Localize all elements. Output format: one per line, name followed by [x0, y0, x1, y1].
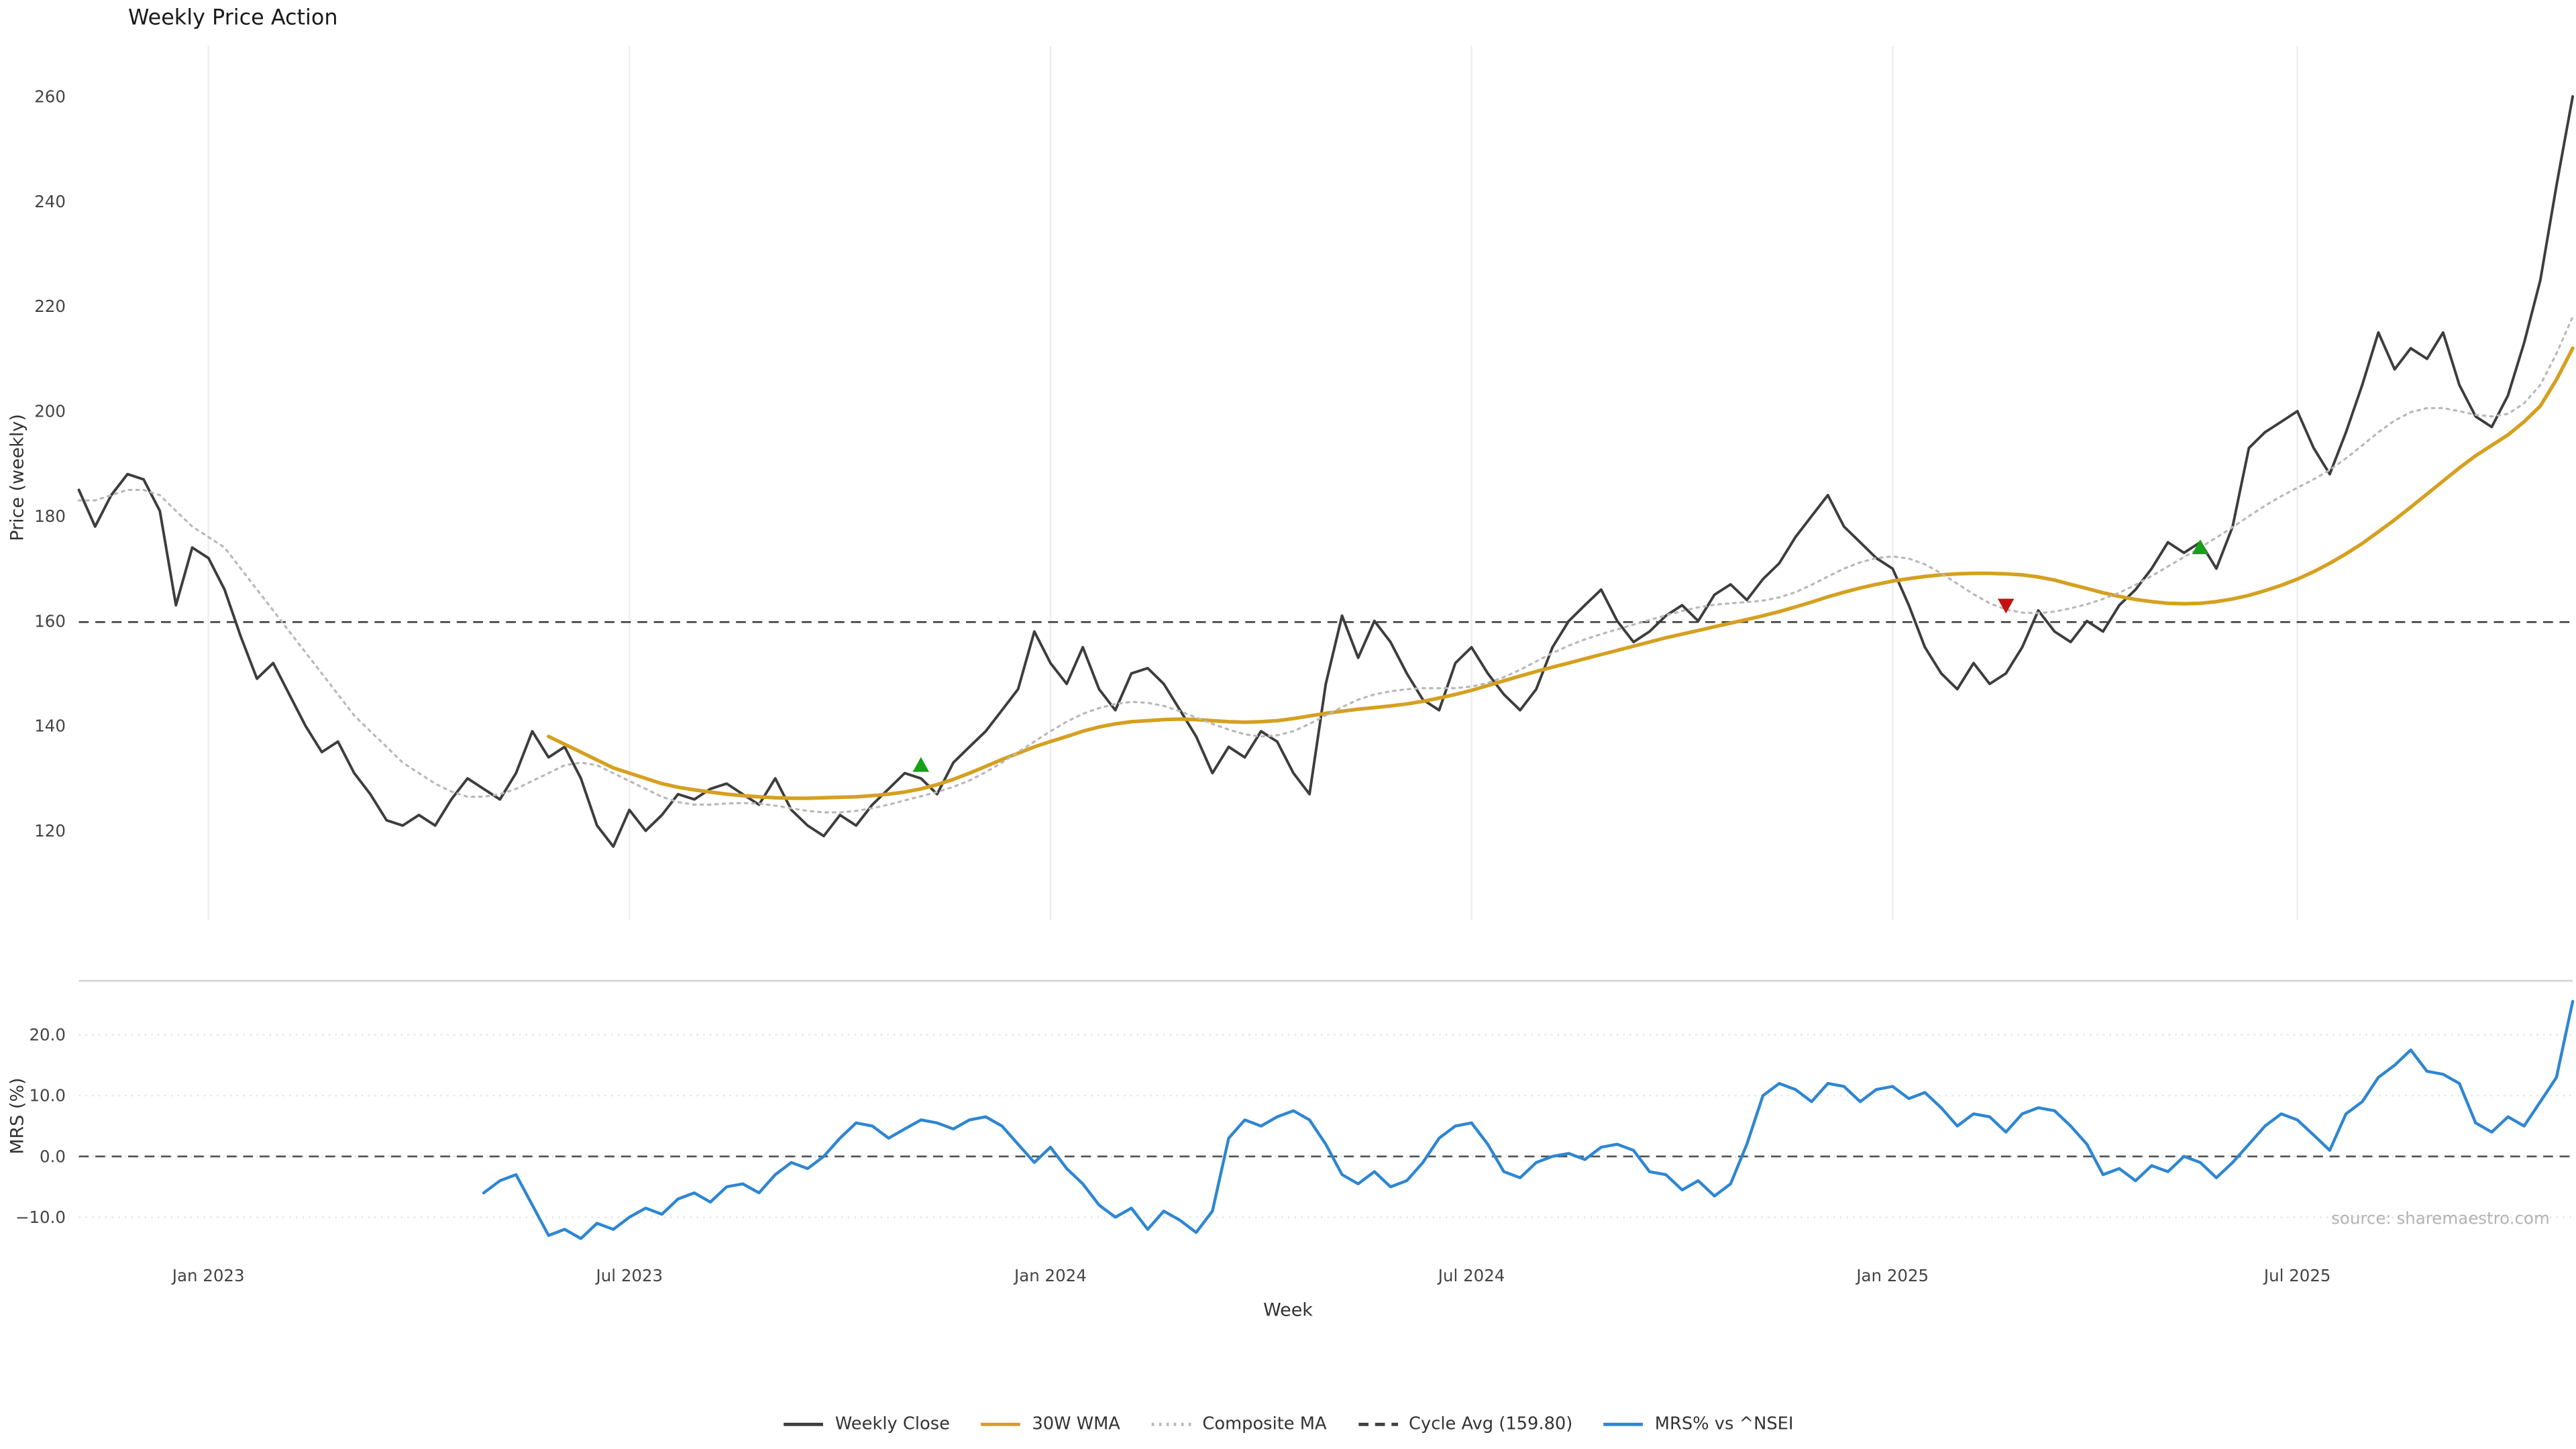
legend-label: 30W WMA [1032, 1414, 1120, 1434]
legend: Weekly Close 30W WMA Composite MA Cycle Avg… [0, 1415, 2576, 1434]
legend-item: MRS% vs ^NSEI [1602, 1415, 1793, 1434]
series-weekly-close [77, 95, 2575, 848]
y-tick-label: 200 [34, 402, 66, 421]
series-mrs-vs-nsei [482, 1000, 2575, 1240]
source-credit: source: sharemaestro.com [2331, 1210, 2550, 1229]
legend-label: Composite MA [1202, 1414, 1327, 1434]
x-axis-label: Week [1263, 1299, 1313, 1321]
legend-item: 30W WMA [979, 1415, 1120, 1434]
mrs-axis-label: MRS (%) [6, 1077, 28, 1155]
legend-label: Cycle Avg (159.80) [1409, 1414, 1573, 1434]
y-tick-label: 20.0 [29, 1025, 65, 1044]
x-tick-label: Jul 2023 [595, 1266, 663, 1285]
y-tick-label: 180 [34, 506, 66, 526]
chart-title: Weekly Price Action [128, 6, 338, 32]
series-30w-wma [547, 346, 2575, 800]
x-tick-label: Jul 2024 [1437, 1266, 1505, 1285]
legend-label: Weekly Close [835, 1414, 950, 1434]
y-tick-label: 10.0 [29, 1086, 65, 1106]
legend-item: Cycle Avg (159.80) [1356, 1414, 1573, 1434]
legend-swatch-line [1358, 1422, 1397, 1426]
legend-label: MRS% vs ^NSEI [1654, 1414, 1794, 1434]
y-tick-label: 160 [34, 611, 66, 631]
x-tick-label: Jul 2025 [2263, 1266, 2331, 1285]
buy-signal-marker [2192, 539, 2209, 555]
x-tick-label: Jan 2024 [1013, 1266, 1087, 1285]
legend-swatch-line [784, 1422, 824, 1426]
x-tick-label: Jan 2023 [171, 1266, 245, 1285]
legend-swatch-line [981, 1422, 1021, 1426]
y-tick-label: −10.0 [15, 1208, 66, 1227]
y-tick-label: 220 [34, 297, 66, 316]
y-tick-label: 240 [34, 192, 66, 211]
price-axis-label: Price (weekly) [6, 414, 28, 541]
series-composite-ma [77, 315, 2574, 814]
x-tick-label: Jan 2025 [1855, 1266, 1929, 1285]
y-tick-label: 140 [34, 716, 66, 736]
legend-item: Weekly Close [783, 1415, 950, 1434]
y-tick-label: 120 [34, 821, 66, 841]
buy-signal-marker [912, 757, 930, 772]
legend-swatch-line [1151, 1422, 1191, 1426]
y-tick-label: 260 [34, 87, 66, 106]
y-tick-label: 0.0 [40, 1146, 66, 1166]
legend-swatch-line [1603, 1422, 1644, 1426]
sell-signal-marker [1997, 598, 2015, 614]
legend-item: Composite MA [1150, 1415, 1327, 1434]
